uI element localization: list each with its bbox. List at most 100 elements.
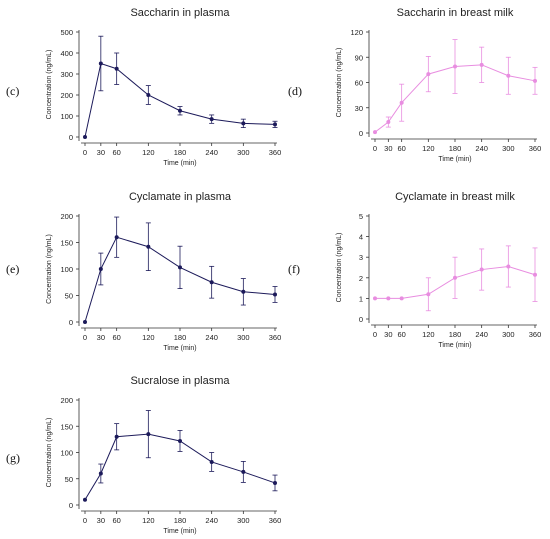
data-point (146, 244, 151, 249)
x-tick-label: 30 (97, 516, 105, 525)
data-point (533, 272, 537, 277)
x-tick-label: 60 (397, 330, 405, 339)
y-tick-label: 150 (60, 239, 73, 248)
series-line (375, 265, 536, 299)
data-point (426, 72, 431, 77)
data-point (426, 292, 431, 297)
x-axis-label: Time (min) (438, 156, 471, 163)
x-tick-label: 120 (422, 330, 435, 339)
y-tick-label: 3 (359, 253, 363, 262)
y-tick-label: 150 (60, 422, 73, 431)
data-point (209, 459, 214, 464)
data-point (209, 280, 214, 285)
panel-label-c: (c) (6, 84, 20, 98)
x-tick-label: 240 (475, 144, 488, 153)
panel-label-f: (f) (288, 262, 300, 276)
data-point (533, 78, 537, 83)
data-point (479, 267, 484, 272)
x-tick-label: 360 (269, 516, 282, 525)
y-axis-label: Concentration (ng/mL) (46, 418, 53, 488)
y-tick-label: 100 (60, 449, 73, 458)
chart-title: Sucralose in plasma (130, 375, 230, 387)
data-point (146, 432, 151, 437)
data-point (146, 93, 151, 97)
y-tick-label: 2 (359, 274, 363, 283)
data-point (399, 296, 404, 301)
y-tick-label: 90 (355, 53, 363, 62)
y-tick-label: 0 (69, 318, 73, 327)
chart-cyclamate-plasma: Cyclamate in plasma 0 50 100 150 200 0 30 60 120 1… (46, 191, 282, 352)
data-point (453, 64, 457, 69)
panel-label-d: (d) (288, 84, 302, 98)
x-tick-label: 30 (97, 333, 105, 342)
y-tick-label: 200 (60, 91, 73, 100)
data-point (83, 135, 87, 139)
x-tick-label: 60 (112, 333, 120, 342)
x-axis-label: Time (min) (438, 342, 471, 349)
x-tick-label: 0 (83, 516, 87, 525)
chart-title: Saccharin in breast milk (397, 7, 514, 19)
x-tick-label: 240 (205, 333, 218, 342)
chart-title: Cyclamate in breast milk (395, 191, 515, 203)
x-tick-label: 120 (142, 516, 155, 525)
data-point (98, 61, 103, 66)
chart-cyclamate-breast-milk: Cyclamate in breast milk 0 1 2 3 4 5 0 30 60 120 18… (336, 191, 542, 349)
x-tick-label: 360 (269, 333, 282, 342)
chart-sucralose-plasma: Sucralose in plasma 0 50 100 150 200 0 30 60 120 1… (46, 375, 282, 535)
y-tick-label: 300 (60, 70, 73, 79)
x-axis-label: Time (min) (163, 160, 196, 167)
y-tick-label: 1 (359, 294, 363, 303)
y-tick-label: 0 (69, 501, 73, 510)
x-tick-label: 300 (237, 333, 250, 342)
x-tick-label: 0 (373, 330, 377, 339)
data-point (178, 108, 182, 113)
series-line (374, 64, 536, 133)
y-tick-label: 50 (65, 475, 73, 484)
x-tick-label: 360 (529, 330, 542, 339)
x-tick-label: 0 (83, 333, 87, 342)
y-tick-label: 0 (359, 315, 363, 324)
data-point (114, 235, 119, 240)
x-tick-label: 60 (397, 144, 405, 153)
data-point (83, 320, 87, 324)
data-point (241, 289, 246, 294)
data-point (479, 62, 484, 67)
data-point (114, 66, 119, 71)
data-point (373, 296, 377, 301)
y-tick-label: 100 (60, 112, 73, 121)
panel-label-e: (e) (6, 262, 20, 276)
y-tick-label: 0 (359, 129, 363, 138)
x-tick-label: 60 (112, 516, 120, 525)
y-tick-label: 100 (60, 265, 73, 274)
data-point (373, 130, 377, 135)
y-tick-label: 4 (359, 233, 363, 242)
y-axis-label: Concentration (ng/mL) (336, 48, 343, 118)
x-tick-label: 180 (449, 144, 462, 153)
data-point (241, 469, 246, 474)
y-tick-label: 120 (350, 28, 363, 37)
y-tick-label: 5 (359, 212, 363, 221)
series-line (84, 433, 276, 501)
data-point (273, 480, 277, 485)
x-tick-label: 120 (142, 148, 155, 157)
x-tick-label: 0 (373, 144, 377, 153)
data-point (399, 100, 404, 105)
data-point (273, 122, 277, 127)
chart-title: Cyclamate in plasma (129, 191, 232, 203)
x-tick-label: 300 (237, 148, 250, 157)
x-tick-label: 300 (502, 330, 515, 339)
x-tick-label: 180 (174, 333, 187, 342)
data-point (178, 438, 182, 443)
y-axis-label: Concentration (ng/mL) (46, 234, 53, 304)
data-point (453, 275, 457, 280)
x-tick-label: 180 (449, 330, 462, 339)
x-tick-label: 180 (174, 148, 187, 157)
x-tick-label: 240 (475, 330, 488, 339)
data-point (386, 296, 391, 301)
data-point (506, 73, 511, 78)
x-tick-label: 0 (83, 148, 87, 157)
x-tick-label: 30 (384, 144, 392, 153)
data-point (209, 117, 214, 122)
x-tick-label: 240 (205, 516, 218, 525)
x-tick-label: 300 (237, 516, 250, 525)
